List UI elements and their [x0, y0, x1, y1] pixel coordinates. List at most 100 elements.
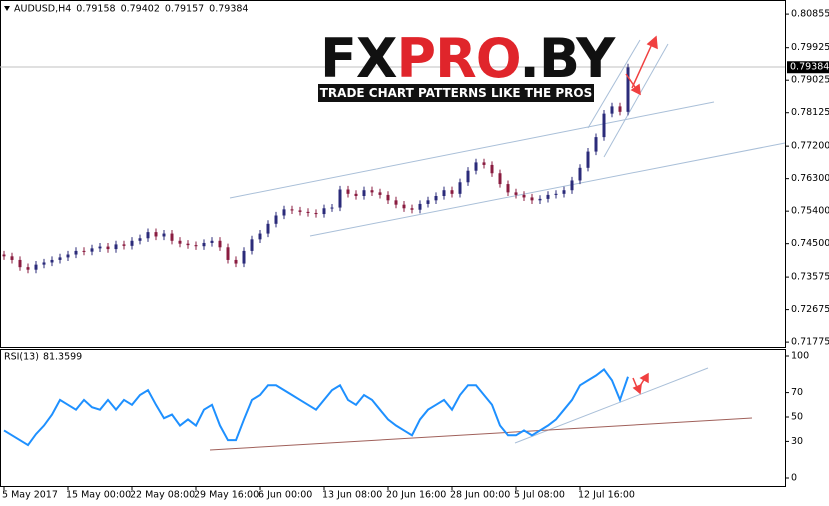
- candle-body: [594, 137, 598, 152]
- x-tick-label: 20 Jun 16:00: [386, 490, 446, 501]
- candle-body: [82, 250, 86, 252]
- candle-body: [202, 242, 206, 247]
- candle-body: [314, 212, 318, 215]
- arrow-head: [630, 83, 641, 96]
- candle-body: [154, 232, 158, 237]
- marks: [2, 63, 630, 447]
- y-tick-label: 0.79025: [791, 75, 829, 86]
- y-tick-label: 50: [791, 412, 803, 423]
- tagline: TRADE CHART PATTERNS LIKE THE PROS: [320, 86, 593, 100]
- candle-body: [618, 106, 622, 112]
- arrow-head: [632, 383, 642, 395]
- candle-body: [138, 238, 142, 241]
- candle-body: [282, 209, 286, 216]
- candle-body: [530, 197, 534, 201]
- candle-body: [330, 207, 334, 209]
- x-tick-label: 5 May 2017: [2, 490, 58, 501]
- candle-body: [346, 189, 350, 194]
- x-tick-label: 12 Jul 16:00: [578, 490, 635, 501]
- candle-body: [586, 151, 590, 168]
- candle-body: [210, 240, 214, 243]
- candle-body: [538, 198, 542, 201]
- logo-text: FXPRO.BY: [320, 27, 616, 90]
- y-tick-label: 0.78125: [791, 107, 829, 118]
- candle-body: [426, 200, 430, 204]
- logo: FXPRO.BY TRADE CHART PATTERNS LIKE THE P…: [318, 27, 617, 102]
- x-tick-label: 22 May 08:00: [130, 490, 195, 501]
- candle-body: [170, 233, 174, 241]
- candle-body: [490, 164, 494, 174]
- candle-body: [498, 173, 502, 185]
- y-tick-label: 0.75400: [791, 206, 829, 217]
- candle-body: [450, 190, 454, 194]
- y-tick-label: 0.79925: [791, 42, 829, 53]
- candle-body: [522, 194, 526, 198]
- x-tick-label: 5 Jul 08:00: [514, 490, 565, 501]
- x-tick-label: 6 Jun 00:00: [258, 490, 312, 501]
- candle-body: [290, 209, 294, 211]
- arrow-head: [639, 372, 649, 384]
- candle-body: [122, 244, 126, 246]
- candle-body: [274, 215, 278, 224]
- rsi-panel: [0, 349, 786, 487]
- price-label-bg: [787, 61, 829, 74]
- y-tick-label: 30: [791, 436, 803, 447]
- y-tick-label: 70: [791, 387, 803, 398]
- trend-line: [587, 39, 641, 129]
- candle-body: [370, 190, 374, 193]
- candle-body: [234, 259, 238, 264]
- candle-body: [74, 250, 78, 255]
- candle-body: [194, 245, 198, 247]
- candle-body: [338, 189, 342, 208]
- logo-part: .BY: [519, 27, 616, 90]
- candle-body: [506, 184, 510, 193]
- trend-line: [309, 142, 786, 237]
- candle-body: [106, 246, 110, 250]
- candle-body: [626, 67, 630, 112]
- y-tick-label: 0.73575: [791, 272, 829, 283]
- arrow: [631, 43, 653, 89]
- x-tick-label: 13 Jun 08:00: [322, 490, 382, 501]
- y-tick-label: 0: [791, 473, 797, 484]
- candle-body: [562, 190, 566, 194]
- candle-body: [226, 247, 230, 260]
- candle-body: [610, 106, 614, 114]
- candle-body: [306, 211, 310, 213]
- arrow-head: [646, 35, 658, 50]
- trend-line: [603, 43, 669, 158]
- ohlc-value: 0.79157: [165, 4, 204, 15]
- candle-body: [570, 180, 574, 191]
- candle-body: [578, 167, 582, 181]
- arrows: [625, 35, 658, 395]
- candle-body: [442, 190, 446, 196]
- candle-body: [114, 244, 118, 250]
- candle-body: [482, 162, 486, 165]
- price-label: 0.79384: [790, 62, 829, 73]
- ohlc-value: 0.79384: [209, 4, 248, 15]
- candle-body: [394, 200, 398, 205]
- candle-body: [386, 194, 390, 201]
- main-panel: [0, 0, 786, 348]
- candle-body: [242, 250, 246, 264]
- indicator-value: 81.3599: [43, 352, 82, 363]
- candle-body: [2, 254, 6, 257]
- candle-body: [130, 240, 134, 246]
- x-tick-label: 15 May 00:00: [66, 490, 131, 501]
- candle-body: [514, 192, 518, 195]
- candle-body: [98, 246, 102, 249]
- candle-body: [418, 203, 422, 210]
- y-tick-label: 0.80855: [791, 9, 829, 20]
- candle-body: [10, 256, 14, 260]
- candle-body: [42, 262, 46, 265]
- y-tick-label: 0.74500: [791, 238, 829, 249]
- ohlc-value: 0.79402: [121, 4, 160, 15]
- candle-body: [410, 208, 414, 210]
- y-tick-label: 0.72675: [791, 304, 829, 315]
- x-tick-label: 28 Jun 00:00: [450, 490, 510, 501]
- candle-body: [58, 257, 62, 260]
- chart-title: AUDUSD,H4: [14, 4, 71, 15]
- menu-triangle: [4, 6, 10, 11]
- candle-body: [354, 193, 358, 196]
- y-tick-label: 0.76300: [791, 173, 829, 184]
